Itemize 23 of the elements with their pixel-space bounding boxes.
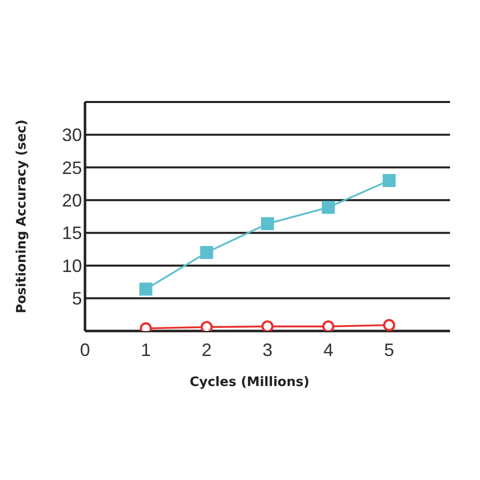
y-tick-label: 20 [62,190,82,211]
point [139,282,152,296]
point [200,320,213,331]
x-tick-label: 1 [140,340,151,360]
x-tick-label: 3 [262,340,273,360]
point [200,246,214,259]
point [322,200,335,214]
point [261,217,274,230]
y-axis-title: Positioning Accuracy (sec) [14,120,30,314]
point [383,319,396,331]
y-tick-label: 30 [62,125,82,146]
x-axis-title: Cycles (Millions) [190,375,310,390]
point [261,320,274,331]
y-tick-label: 25 [62,158,82,178]
x-tick-label: 0 [80,340,90,360]
y-tick-label: 15 [62,223,82,244]
x-tick-label: 4 [323,340,334,360]
y-tick-label: 5 [72,288,82,309]
y-tick-label: 10 [62,256,82,276]
x-tick-label: 2 [202,340,212,360]
point [322,320,334,331]
point [382,174,396,188]
x-tick-label: 5 [384,340,394,360]
